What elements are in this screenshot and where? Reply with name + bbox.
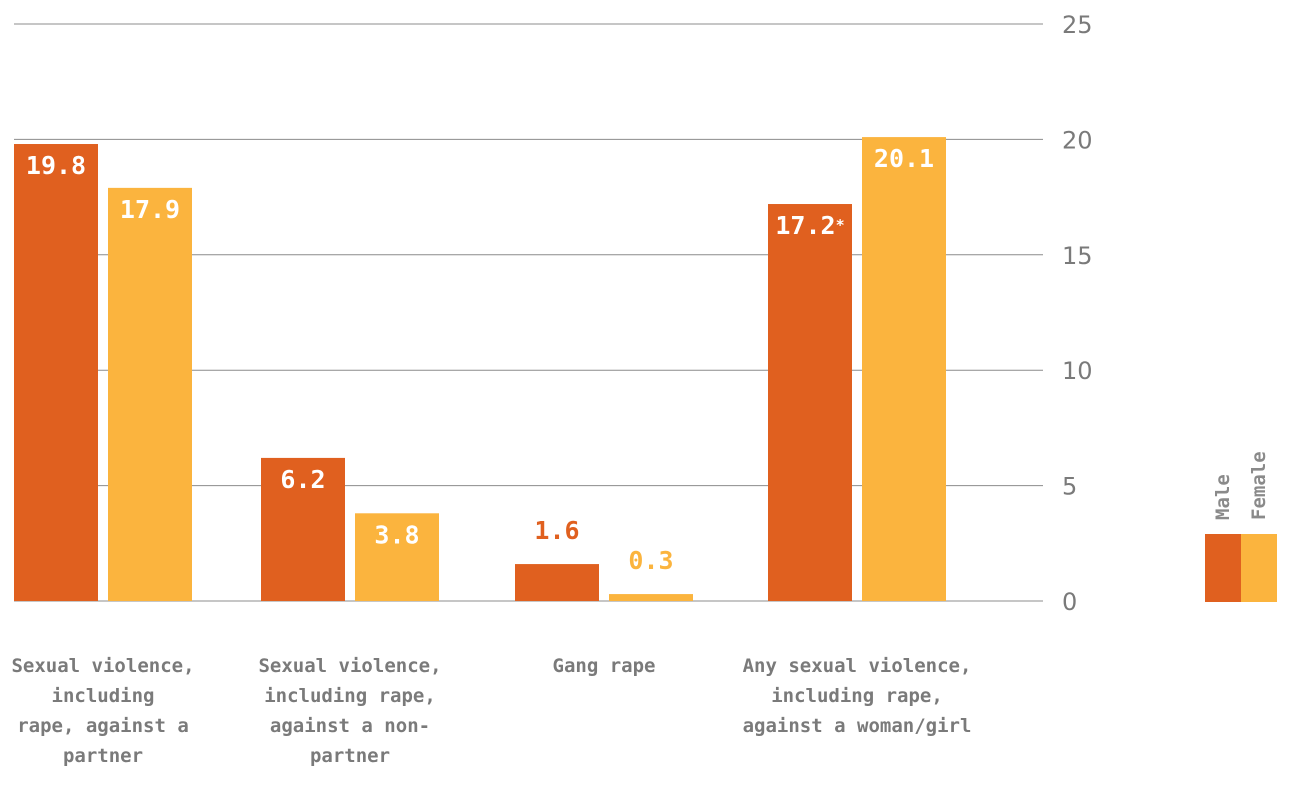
bar-female [862, 137, 946, 602]
bar-male [515, 564, 599, 601]
category-label: against a non- [270, 715, 430, 737]
category-label: rape, against a [17, 715, 189, 737]
category-label: Any sexual violence, [743, 655, 972, 677]
category-label: partner [63, 745, 143, 767]
category-label: Sexual violence, [258, 655, 441, 677]
y-tick-label: 5 [1062, 473, 1077, 501]
y-tick-label: 15 [1062, 242, 1093, 270]
data-label: 17.2* [775, 211, 844, 240]
bar-male [768, 204, 852, 602]
category-label: including [52, 685, 155, 707]
category-label: Sexual violence, [11, 655, 194, 677]
y-tick-label: 25 [1062, 11, 1093, 39]
category-label: partner [310, 745, 390, 767]
y-axis-ticks: 0 5 10 15 20 25 [1062, 11, 1093, 616]
legend-label-male: Male [1212, 474, 1234, 520]
data-label: 6.2 [280, 465, 325, 494]
legend-label-female: Female [1248, 451, 1270, 520]
data-label: 19.8 [26, 151, 86, 180]
category-label: Gang rape [553, 655, 656, 677]
data-label: 20.1 [874, 144, 934, 173]
legend-swatch-male [1205, 534, 1241, 602]
y-tick-label: 20 [1062, 126, 1093, 154]
data-label: 1.6 [534, 516, 579, 545]
data-label: 0.3 [628, 546, 673, 575]
y-tick-label: 0 [1062, 588, 1077, 616]
legend: Male Female [1205, 451, 1277, 602]
value-labels: 19.8 6.2 1.6 17.2* 17.9 3.8 0.3 20.1 [26, 144, 934, 575]
bars [14, 137, 946, 602]
category-label: including rape, [264, 685, 436, 707]
bar-male [261, 457, 345, 601]
category-labels: Sexual violence, including rape, against a… [11, 655, 971, 767]
data-label: 3.8 [374, 520, 419, 549]
bar-male [14, 144, 98, 602]
bar-female [609, 594, 693, 601]
bar-female [355, 513, 439, 601]
y-tick-label: 10 [1062, 357, 1093, 385]
category-label: including rape, [771, 685, 943, 707]
category-label: against a woman/girl [743, 715, 972, 737]
data-label: 17.9 [120, 195, 180, 224]
bar-female [108, 187, 192, 602]
legend-swatch-female [1241, 534, 1277, 602]
